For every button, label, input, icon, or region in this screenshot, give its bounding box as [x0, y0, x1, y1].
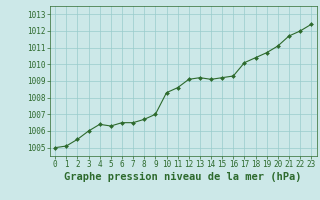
X-axis label: Graphe pression niveau de la mer (hPa): Graphe pression niveau de la mer (hPa): [64, 172, 302, 182]
